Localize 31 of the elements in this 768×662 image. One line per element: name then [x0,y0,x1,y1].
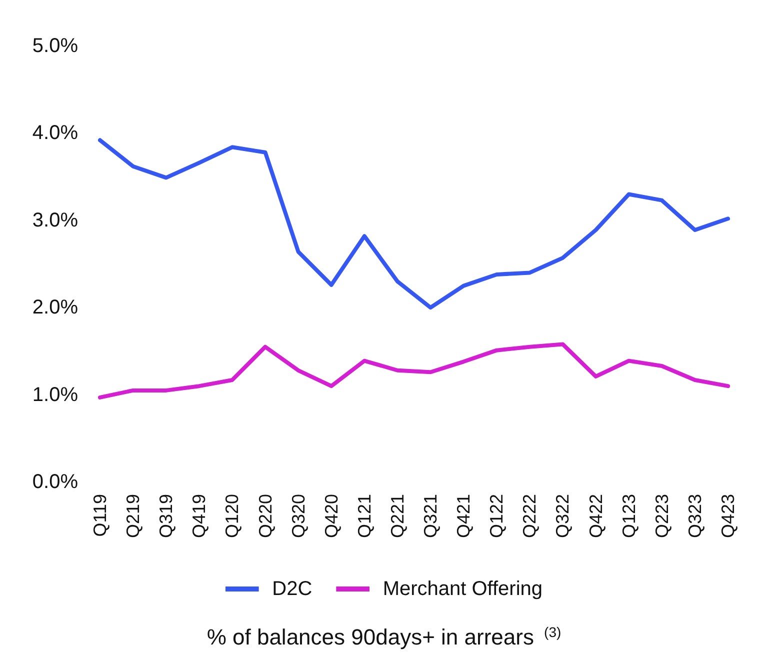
x-tick-label: Q320 [288,494,308,538]
legend-label: D2C [272,578,312,600]
x-tick-label: Q221 [387,494,408,538]
x-tick-label: Q419 [189,494,210,538]
x-tick-label: Q122 [486,494,507,538]
x-tick-label: Q220 [255,494,276,538]
line-series [98,342,730,400]
x-tick-label: Q323 [684,494,705,538]
x-tick-label: Q120 [222,494,242,538]
x-axis-title: % of balances 90days+ in arrears (3) [206,624,562,650]
x-tick-label: Q222 [520,494,540,538]
legend-label: Merchant Offering [382,578,543,600]
y-tick-label: 1.0% [32,384,78,406]
x-tick-label: Q322 [552,494,573,538]
y-tick-label: 5.0% [32,35,78,57]
x-tick-label: Q319 [156,494,176,538]
x-tick-label: Q219 [123,494,144,538]
x-tick-label: Q422 [586,494,606,538]
x-tick-label: Q121 [354,494,374,538]
line-series [98,138,730,310]
x-tick-label: Q421 [454,494,474,538]
y-tick-label: 0.0% [32,471,78,493]
y-tick-label: 2.0% [32,296,78,319]
x-tick-label: Q423 [718,494,738,538]
x-tick-label: Q321 [420,494,441,538]
y-tick-label: 3.0% [32,209,78,232]
x-tick-label: Q420 [321,494,342,538]
y-tick-label: 4.0% [32,122,78,144]
x-tick-label: Q119 [90,494,110,537]
x-tick-label: Q123 [618,494,639,538]
x-tick-label: Q223 [652,494,672,538]
